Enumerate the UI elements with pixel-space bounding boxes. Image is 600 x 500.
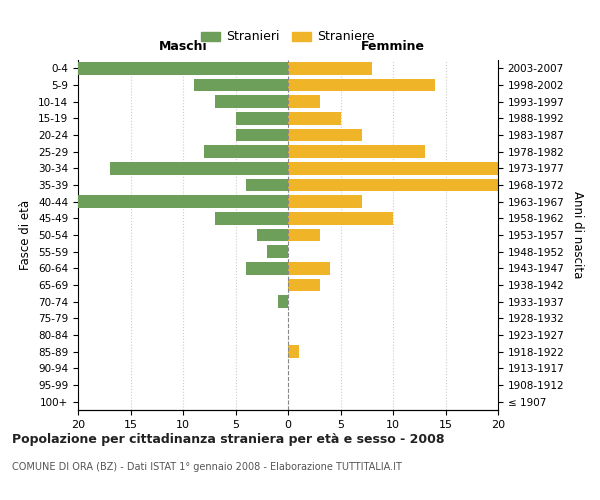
Text: Popolazione per cittadinanza straniera per età e sesso - 2008: Popolazione per cittadinanza straniera p…	[12, 432, 445, 446]
Bar	[288, 162, 498, 174]
Bar	[193, 79, 288, 92]
Text: COMUNE DI ORA (BZ) - Dati ISTAT 1° gennaio 2008 - Elaborazione TUTTITALIA.IT: COMUNE DI ORA (BZ) - Dati ISTAT 1° genna…	[12, 462, 402, 472]
Bar	[288, 196, 361, 208]
Bar	[257, 229, 288, 241]
Bar	[235, 129, 288, 141]
Bar	[267, 246, 288, 258]
Bar	[78, 62, 288, 74]
Bar	[78, 196, 288, 208]
Bar	[288, 262, 330, 274]
Bar	[288, 346, 299, 358]
Bar	[215, 212, 288, 224]
Bar	[235, 112, 288, 124]
Legend: Stranieri, Straniere: Stranieri, Straniere	[195, 24, 381, 50]
Bar	[288, 229, 320, 241]
Bar	[109, 162, 288, 174]
Bar	[246, 179, 288, 192]
Y-axis label: Fasce di età: Fasce di età	[19, 200, 32, 270]
Text: Femmine: Femmine	[361, 40, 425, 53]
Bar	[288, 146, 425, 158]
Bar	[215, 96, 288, 108]
Text: Maschi: Maschi	[158, 40, 208, 53]
Bar	[277, 296, 288, 308]
Y-axis label: Anni di nascita: Anni di nascita	[571, 192, 584, 278]
Bar	[288, 62, 372, 74]
Bar	[288, 179, 498, 192]
Bar	[246, 262, 288, 274]
Bar	[288, 79, 435, 92]
Bar	[204, 146, 288, 158]
Bar	[288, 279, 320, 291]
Bar	[288, 212, 393, 224]
Bar	[288, 112, 341, 124]
Bar	[288, 129, 361, 141]
Bar	[288, 96, 320, 108]
